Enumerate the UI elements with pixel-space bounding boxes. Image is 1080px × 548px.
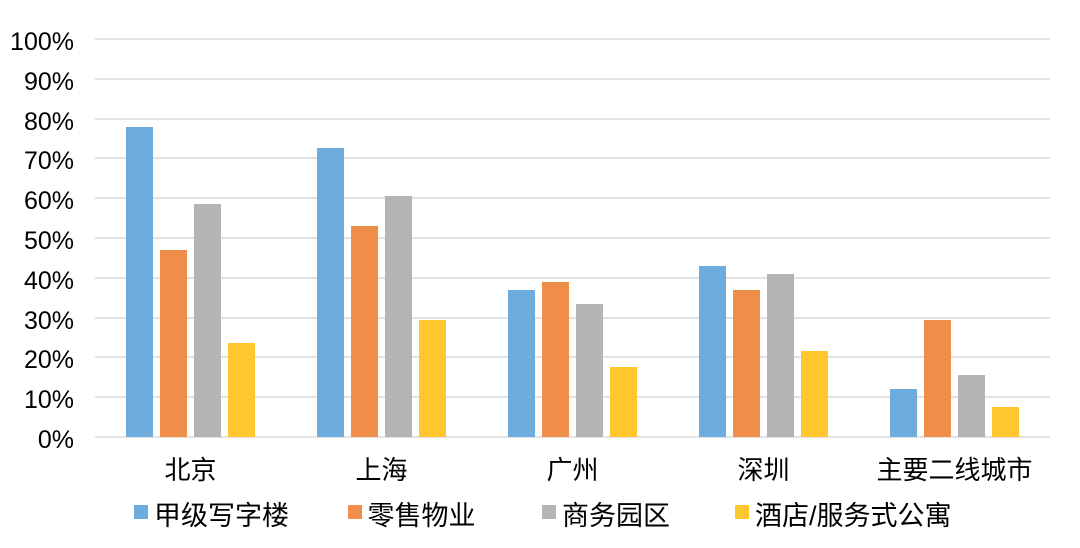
bar-series1-cat3 <box>508 289 535 437</box>
legend-label-2: 零售物业 <box>367 501 476 531</box>
bar-series2-cat5 <box>924 319 951 437</box>
gridline-40 <box>95 276 1050 279</box>
bar-series1-cat1 <box>126 126 153 437</box>
bar-series3-cat3 <box>576 303 603 437</box>
bar-series3-cat4 <box>767 273 794 437</box>
y-tick-label-40: 40% <box>23 266 74 295</box>
gridline-100 <box>95 38 1050 40</box>
bar-series4-cat5 <box>992 407 1019 437</box>
y-tick-label-90: 90% <box>23 67 74 96</box>
bar-series4-cat2 <box>419 319 446 437</box>
plot-area <box>95 38 1050 438</box>
bar-group-2 <box>286 39 477 437</box>
gridline-60 <box>95 197 1050 200</box>
legend-label-1: 甲级写字楼 <box>154 501 289 531</box>
x-tick-label-1: 北京 <box>164 455 217 485</box>
y-tick-label-0: 0% <box>37 426 74 454</box>
bar-series3-cat1 <box>194 204 221 437</box>
bar-series2-cat2 <box>351 226 378 437</box>
bar-group-3 <box>477 39 668 437</box>
gridline-20 <box>95 356 1050 359</box>
y-tick-label-60: 60% <box>23 187 74 216</box>
bar-series3-cat5 <box>958 375 985 437</box>
legend-label-3: 商务园区 <box>562 501 670 531</box>
bar-series1-cat2 <box>317 148 344 437</box>
legend-item-1: 甲级写字楼 <box>134 500 289 532</box>
bar-group-5 <box>859 39 1050 437</box>
legend-swatch-icon-3 <box>542 505 556 519</box>
gridline-0 <box>95 436 1050 438</box>
bar-series4-cat3 <box>610 367 637 437</box>
legend-item-2: 零售物业 <box>347 500 476 532</box>
x-tick-label-2: 上海 <box>355 455 408 485</box>
y-tick-label-10: 10% <box>23 386 74 415</box>
bar-group-4 <box>668 39 859 437</box>
bar-series3-cat2 <box>385 196 412 437</box>
bar-series1-cat5 <box>890 389 917 437</box>
y-tick-label-30: 30% <box>23 306 74 335</box>
y-tick-label-70: 70% <box>23 147 74 176</box>
bar-series4-cat1 <box>228 343 255 437</box>
bar-series1-cat4 <box>699 265 726 437</box>
gridline-90 <box>95 77 1050 80</box>
legend-swatch-icon-4 <box>735 505 749 519</box>
gridline-10 <box>95 396 1050 399</box>
gridline-80 <box>95 117 1050 120</box>
gridline-70 <box>95 157 1050 160</box>
y-tick-label-100: 100% <box>10 28 74 56</box>
x-tick-label-4: 深圳 <box>737 455 790 485</box>
bar-series4-cat4 <box>801 351 828 437</box>
legend-item-3: 商务园区 <box>542 500 670 532</box>
y-tick-label-50: 50% <box>23 227 74 255</box>
x-tick-label-5: 主要二线城市 <box>876 455 1033 485</box>
legend-item-4: 酒店/服务式公寓 <box>735 500 952 532</box>
legend-swatch-icon-1 <box>134 505 148 519</box>
y-tick-label-80: 80% <box>23 107 74 136</box>
y-tick-label-20: 20% <box>23 346 74 375</box>
bar-series2-cat1 <box>160 249 187 437</box>
gridline-50 <box>95 237 1050 239</box>
bar-series2-cat3 <box>542 281 569 437</box>
legend-label-4: 酒店/服务式公寓 <box>755 501 952 531</box>
legend-swatch-icon-2 <box>347 505 362 519</box>
bar-group-1 <box>95 39 286 437</box>
gridline-30 <box>95 316 1050 319</box>
bar-series2-cat4 <box>733 289 760 437</box>
x-tick-label-3: 广州 <box>546 455 599 485</box>
